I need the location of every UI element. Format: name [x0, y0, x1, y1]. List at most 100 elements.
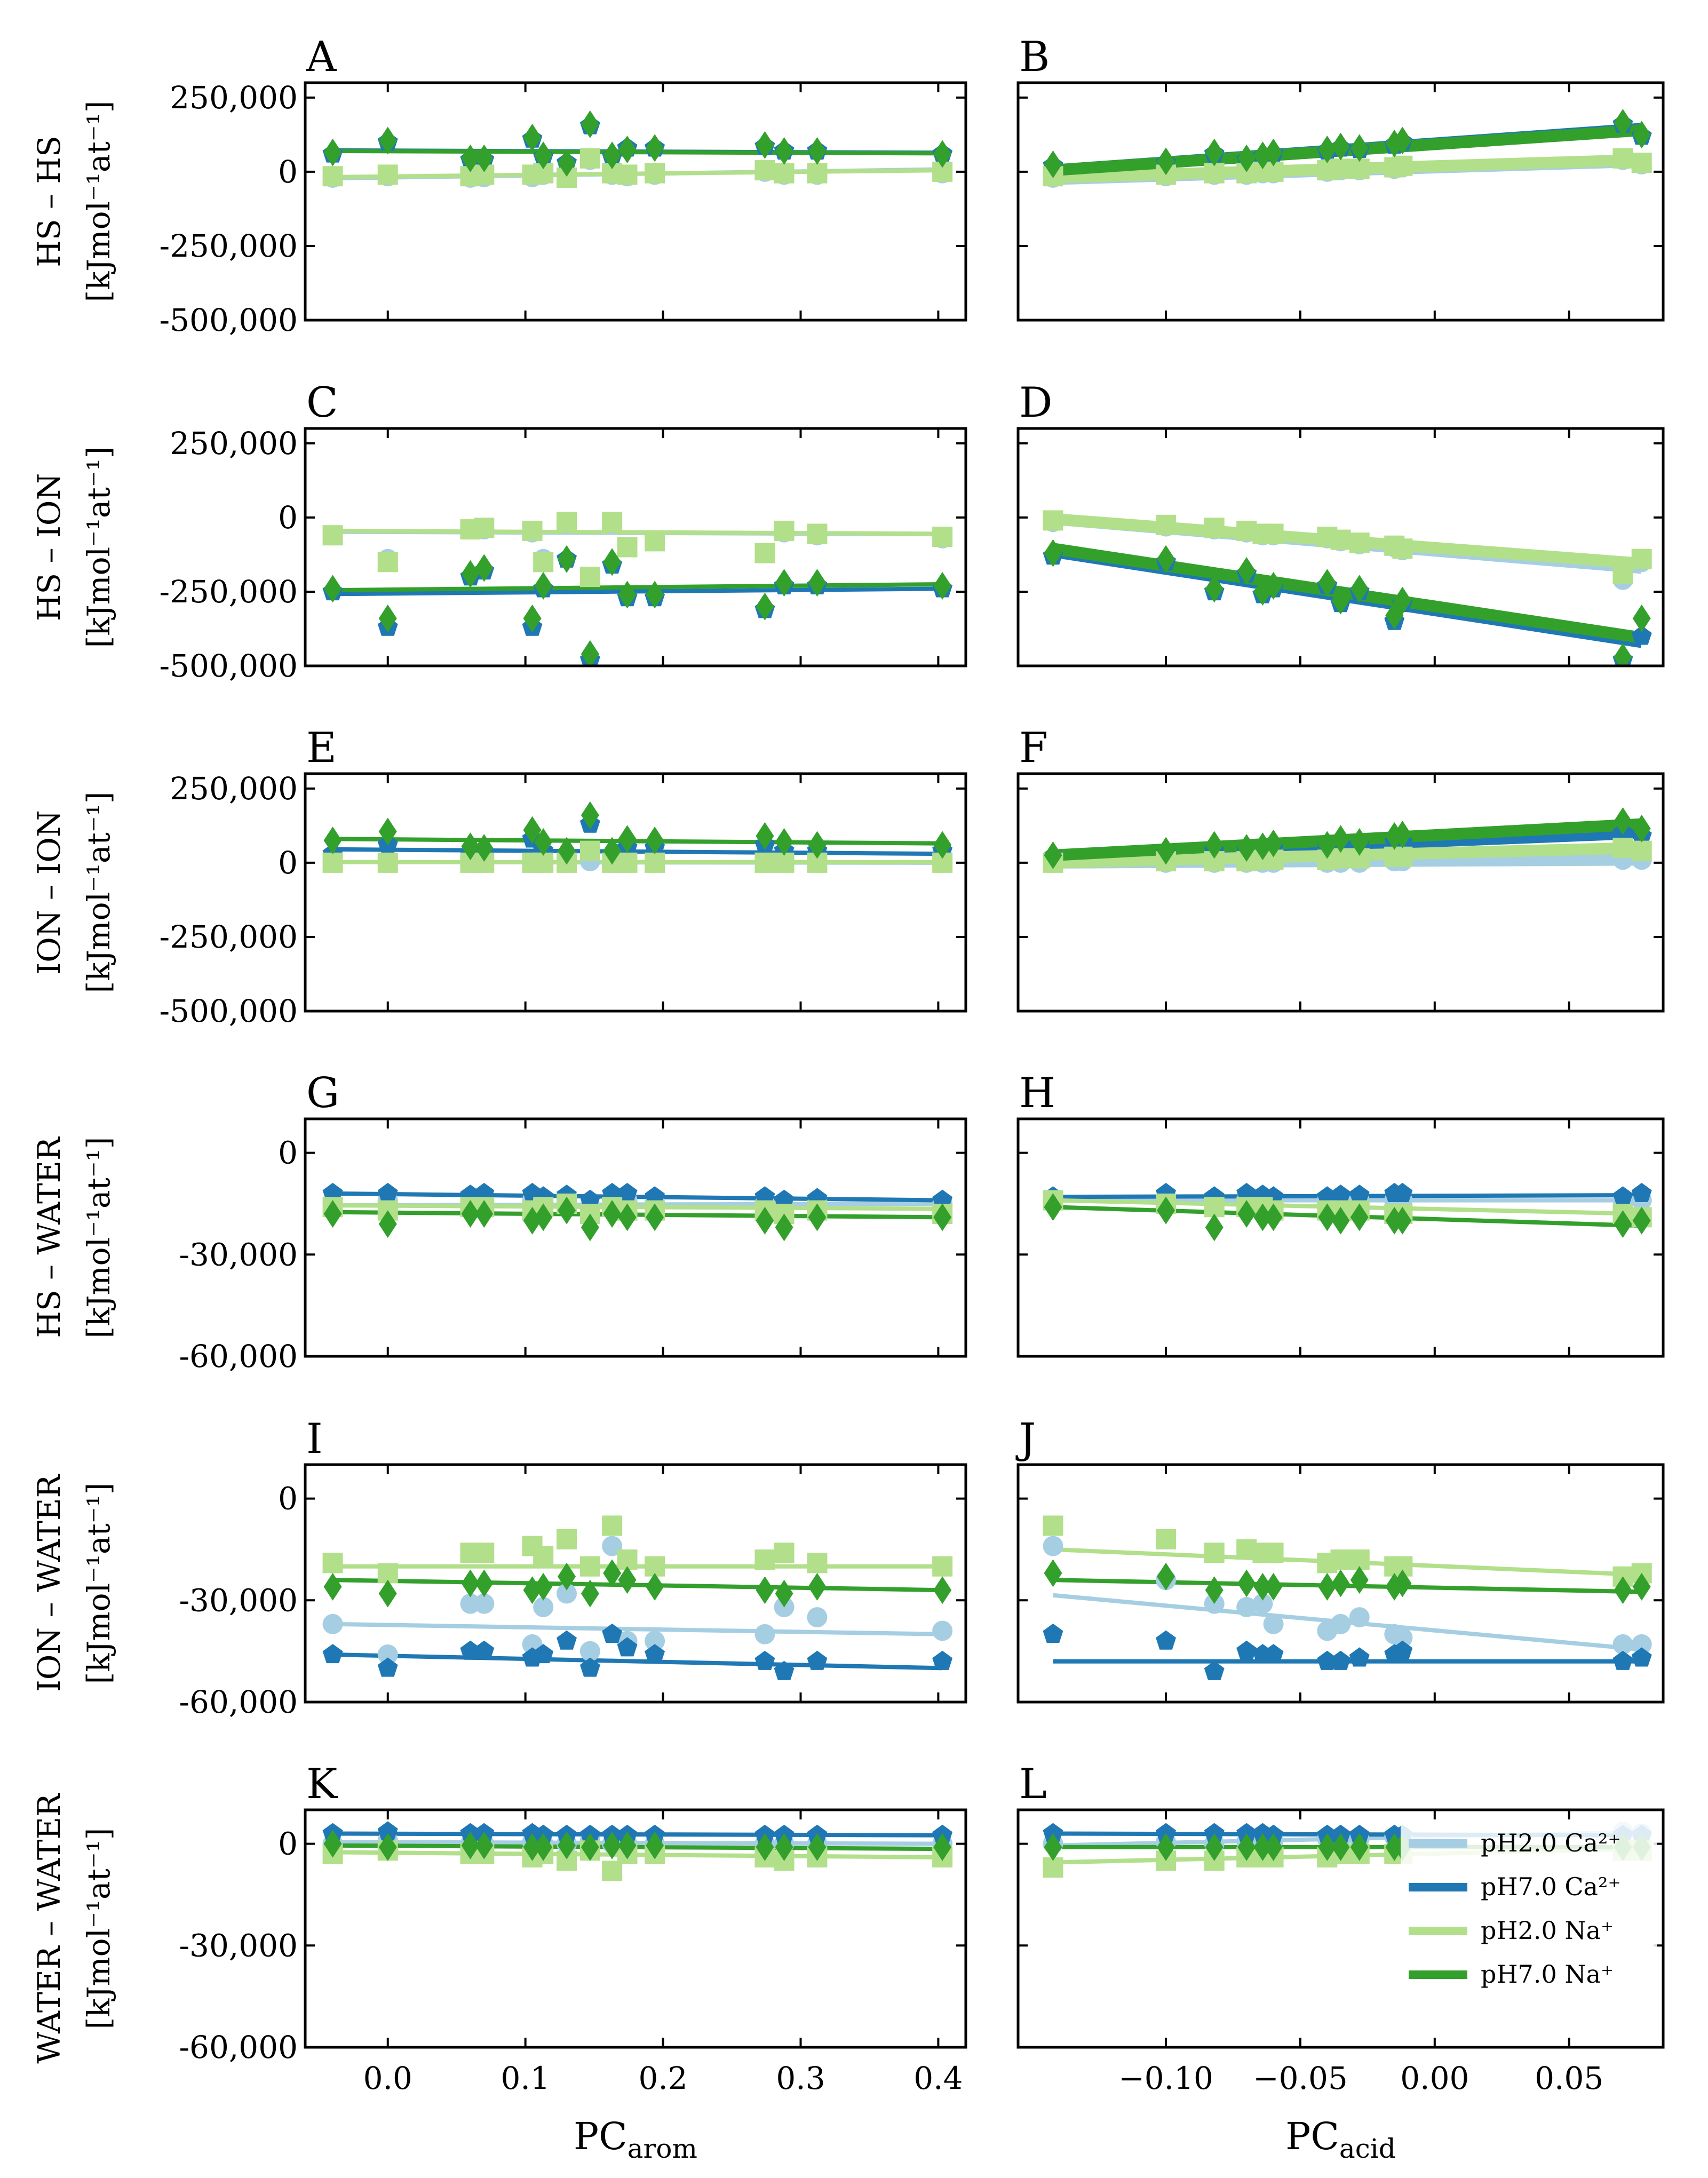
- point-I-1-0: [322, 1644, 343, 1664]
- point-F-3-11: [1614, 807, 1632, 835]
- point-H-1-11: [1612, 1186, 1633, 1206]
- point-I-0-3: [474, 1593, 495, 1614]
- y-tick-label-E-2: -250,000: [160, 919, 298, 955]
- point-G-3-5: [534, 1203, 553, 1231]
- point-H-3-10: [1393, 1206, 1412, 1235]
- panel-letter-E: E: [306, 724, 337, 772]
- point-J-3-12: [1632, 1572, 1651, 1601]
- x-tick-label-K-1: 0.1: [501, 2060, 550, 2096]
- point-K-3-8: [603, 1831, 622, 1859]
- fit-line-I-0: [332, 1621, 943, 1636]
- point-C-3-6: [558, 545, 576, 573]
- panel-F: F: [1016, 724, 1665, 1013]
- point-G-3-3: [475, 1200, 494, 1228]
- axes-frame-E: [304, 772, 967, 1013]
- point-A-3-2: [461, 144, 480, 172]
- point-A-3-11: [756, 131, 774, 159]
- point-H-3-2: [1205, 1213, 1224, 1242]
- y-tick-label-K-2: -60,000: [179, 2029, 298, 2065]
- fit-line-E-3: [332, 837, 943, 846]
- point-L-3-6: [1318, 1833, 1337, 1861]
- fit-line-G-1: [332, 1191, 943, 1203]
- point-I-3-11: [756, 1576, 774, 1604]
- point-F-2-12: [1631, 840, 1652, 861]
- point-E-2-11: [754, 852, 775, 873]
- panel-letter-A: A: [306, 33, 337, 81]
- point-E-3-12: [775, 828, 793, 856]
- point-A-3-3: [475, 144, 494, 172]
- point-E-3-10: [646, 826, 664, 855]
- point-I-0-5: [533, 1597, 554, 1617]
- point-E-3-3: [475, 834, 494, 862]
- axes-frame-G: [304, 1117, 967, 1358]
- legend-label-1: pH7.0 Ca²⁺: [1481, 1872, 1621, 1901]
- point-H-3-8: [1350, 1203, 1369, 1231]
- panel-B: B: [1016, 33, 1665, 322]
- point-E-3-2: [461, 832, 480, 861]
- point-A-2-0: [322, 166, 343, 187]
- point-I-0-7: [579, 1641, 600, 1662]
- point-G-3-8: [603, 1200, 622, 1228]
- point-J-1-1: [1156, 1630, 1176, 1650]
- legend: pH2.0 Ca²⁺ pH7.0 Ca²⁺ pH2.0 Na⁺ pH7.0 Na⁺: [1401, 1819, 1657, 2007]
- point-G-3-14: [933, 1203, 952, 1231]
- point-D-2-0: [1043, 510, 1063, 531]
- point-J-1-10: [1392, 1640, 1413, 1660]
- point-L-1-0: [1043, 1823, 1063, 1842]
- point-C-2-6: [557, 512, 577, 532]
- plot-area-I: [322, 1515, 953, 1680]
- panel-I: I0 -30,000 -60,000 ION – WATER [kJmol⁻¹at⁻¹]: [31, 1415, 967, 1720]
- point-D-2-7: [1330, 529, 1351, 550]
- point-I-2-6: [557, 1529, 577, 1549]
- point-A-3-12: [775, 137, 793, 165]
- axes-frame-I: [304, 1463, 967, 1704]
- y-tick-label-E-3: -500,000: [160, 993, 298, 1029]
- panel-D: D: [1016, 379, 1665, 667]
- point-C-2-14: [932, 527, 953, 547]
- point-A-3-4: [523, 123, 542, 152]
- panel-J: J: [1015, 1415, 1665, 1704]
- panel-letter-B: B: [1019, 33, 1050, 81]
- point-C-3-12: [775, 569, 793, 597]
- fit-line-C-3: [332, 582, 943, 593]
- point-I-0-13: [807, 1607, 828, 1628]
- point-I-1-11: [754, 1650, 775, 1670]
- point-C-3-10: [646, 581, 664, 609]
- point-K-3-1: [378, 1833, 397, 1861]
- point-C-3-1: [378, 605, 397, 632]
- point-E-2-1: [377, 852, 398, 873]
- point-I-3-13: [808, 1572, 827, 1601]
- y-axis-unit-G: [kJmol⁻¹at⁻¹]: [81, 1137, 117, 1339]
- point-F-3-0: [1044, 841, 1062, 869]
- point-E-2-9: [617, 852, 638, 873]
- point-A-3-5: [534, 141, 553, 170]
- point-F-3-2: [1205, 831, 1224, 859]
- point-K-3-3: [475, 1831, 494, 1859]
- point-H-3-5: [1264, 1203, 1283, 1231]
- point-C-2-3: [474, 518, 495, 538]
- x-tick-label-K-0: 0.0: [363, 2060, 412, 2096]
- point-C-3-11: [756, 592, 774, 621]
- y-tick-label-A-0: 250,000: [170, 80, 298, 116]
- point-B-3-2: [1205, 138, 1224, 166]
- point-D-3-12: [1632, 605, 1651, 632]
- panel-G: G0 -30,000 -60,000 HS – WATER [kJmol⁻¹at⁻¹]: [31, 1069, 967, 1374]
- point-C-2-12: [774, 520, 795, 541]
- point-J-3-2: [1205, 1576, 1224, 1604]
- point-A-3-14: [933, 140, 952, 168]
- point-D-2-2: [1204, 518, 1225, 538]
- point-D-3-5: [1264, 571, 1283, 600]
- point-H-3-4: [1253, 1203, 1272, 1231]
- point-E-3-4: [523, 816, 542, 844]
- point-J-3-6: [1318, 1572, 1337, 1601]
- point-L-1-2: [1204, 1823, 1225, 1842]
- point-A-3-7: [581, 110, 599, 138]
- plot-area-G: [322, 1182, 953, 1242]
- point-F-3-3: [1237, 834, 1256, 862]
- point-H-3-11: [1614, 1210, 1632, 1238]
- point-J-0-5: [1263, 1613, 1284, 1634]
- point-L-1-3: [1236, 1823, 1257, 1842]
- legend-label-3: pH7.0 Na⁺: [1481, 1960, 1614, 1989]
- point-B-2-7: [1330, 158, 1351, 179]
